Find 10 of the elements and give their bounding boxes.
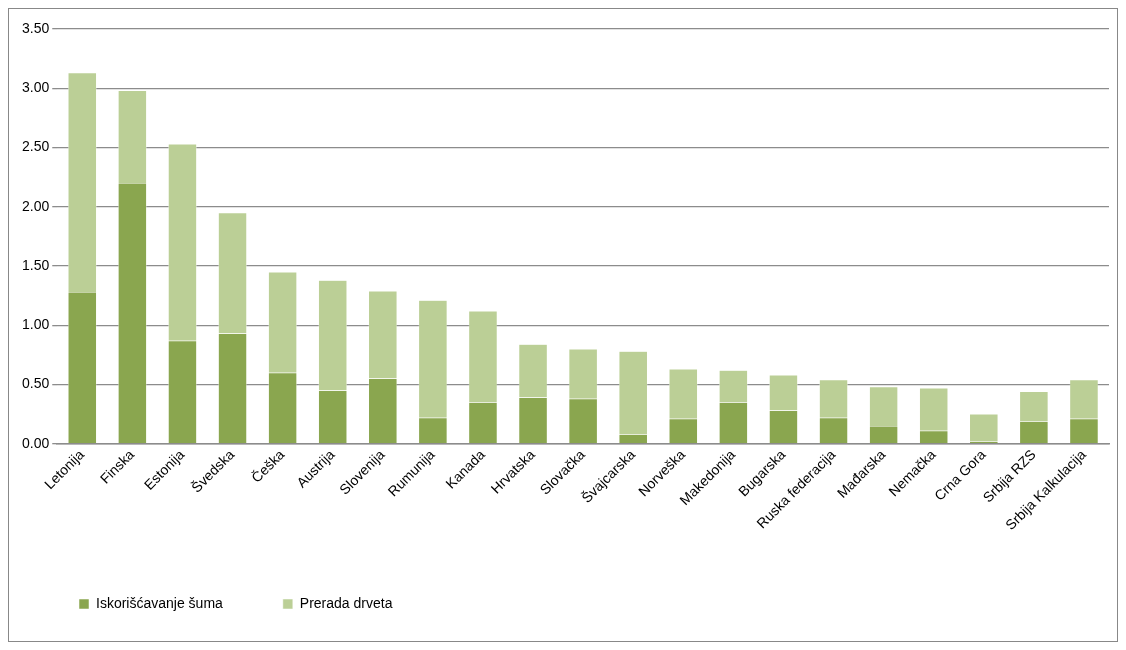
y-tick-label: 3.00 bbox=[22, 79, 50, 96]
y-tick-label: 1.00 bbox=[22, 316, 50, 333]
y-tick-label: 0.50 bbox=[22, 375, 50, 392]
legend-label: Prerada drveta bbox=[299, 594, 393, 611]
y-tick-label: 0.00 bbox=[22, 434, 50, 451]
y-tick-label: 1.50 bbox=[22, 256, 50, 273]
y-tick-label: 3.50 bbox=[22, 19, 50, 36]
y-tick-label: 2.50 bbox=[22, 138, 50, 155]
y-tick-label: 2.00 bbox=[22, 197, 50, 214]
legend-label: Iskorišćavanje šuma bbox=[96, 594, 224, 611]
